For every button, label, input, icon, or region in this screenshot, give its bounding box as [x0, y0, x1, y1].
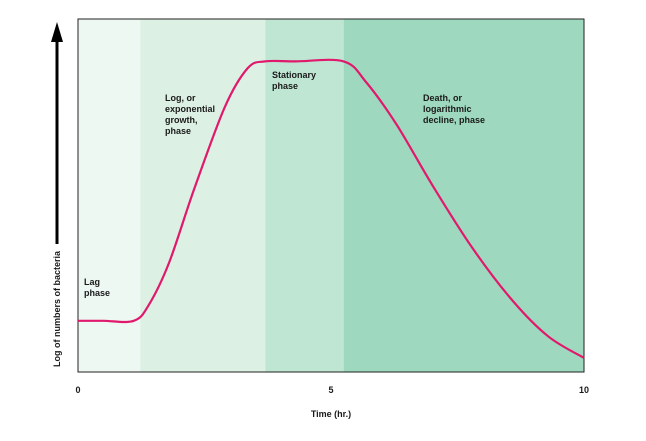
- phase-label-line: phase: [84, 288, 110, 298]
- region-log: [140, 19, 266, 372]
- region-death: [343, 19, 584, 372]
- phase-label-line: Lag: [84, 277, 100, 287]
- phase-label-line: Death, or: [423, 93, 463, 103]
- phase-label-line: growth,: [165, 115, 198, 125]
- phase-label-line: decline, phase: [423, 115, 485, 125]
- x-tick-labels: 0 5 10: [75, 385, 589, 395]
- phase-label-line: Stationary: [272, 70, 316, 80]
- y-axis-label: Log of numbers of bacteria: [52, 250, 62, 367]
- growth-curve: [78, 58, 585, 359]
- y-axis-arrow-head: [51, 22, 63, 42]
- x-tick-label: 5: [328, 385, 333, 395]
- x-tick-label: 0: [75, 385, 80, 395]
- phase-label-log: Log, or exponential growth, phase: [165, 93, 215, 136]
- phase-label-line: phase: [165, 126, 191, 136]
- x-axis-label: Time (hr.): [311, 409, 351, 419]
- phase-label-stationary: Stationary phase: [272, 70, 316, 91]
- phase-label-line: logarithmic: [423, 104, 472, 114]
- region-lag: [78, 19, 141, 372]
- phase-label-line: Log, or: [165, 93, 196, 103]
- region-stationary: [265, 19, 344, 372]
- x-tick-label: 10: [579, 385, 589, 395]
- plot-frame: [77, 18, 585, 373]
- phase-label-line: phase: [272, 81, 298, 91]
- phase-regions: [78, 19, 584, 372]
- phase-label-lag: Lag phase: [84, 277, 110, 298]
- phase-label-line: exponential: [165, 104, 215, 114]
- phase-label-death: Death, or logarithmic decline, phase: [423, 93, 485, 125]
